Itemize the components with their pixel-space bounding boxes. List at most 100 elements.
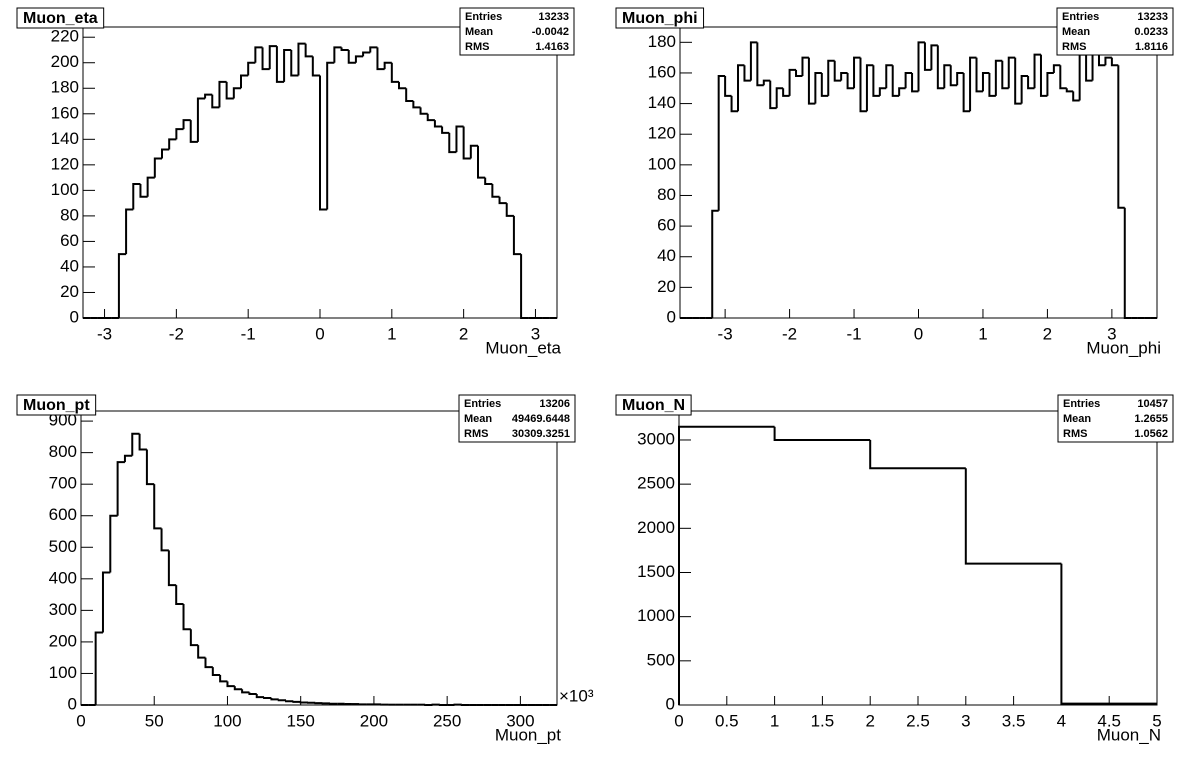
histogram-bin	[101, 571, 111, 633]
histogram-bin	[270, 698, 279, 701]
histogram-bin	[820, 72, 829, 97]
histogram-bin	[788, 68, 797, 96]
histogram-bin	[254, 46, 263, 63]
histogram-bin	[1117, 65, 1125, 209]
y-tick-label: 80	[657, 185, 676, 204]
y-tick-label: 220	[51, 27, 79, 46]
histogram-bin	[211, 94, 220, 109]
y-tick-label: 180	[648, 32, 676, 51]
title-box	[16, 7, 105, 29]
histogram-bin	[204, 93, 213, 99]
stats-box	[1056, 7, 1174, 56]
histogram-bin	[904, 71, 913, 89]
y-tick-label: 700	[49, 474, 77, 493]
y-tick-label: 0	[667, 307, 676, 326]
stats-box	[458, 394, 576, 443]
stats-value: -0.0042	[532, 26, 569, 38]
histogram-bin	[390, 62, 399, 83]
y-tick-label: 200	[49, 631, 77, 650]
histogram-bin	[196, 97, 206, 142]
histogram-bin	[311, 56, 320, 77]
histogram-bin	[878, 87, 887, 96]
histogram-bin	[168, 138, 177, 150]
y-tick-label: 60	[657, 216, 676, 235]
histogram-bin	[869, 439, 966, 470]
plot-frame	[80, 410, 558, 706]
y-tick-label: 100	[49, 663, 77, 682]
stats-value: 13233	[538, 11, 569, 23]
histogram-bin	[398, 81, 407, 90]
chart-title: Muon_pt	[23, 397, 90, 414]
x-tick-label: 2	[865, 711, 874, 730]
histogram-bin	[782, 88, 790, 97]
y-tick-label: 140	[51, 129, 79, 148]
histogram-bin	[730, 95, 739, 113]
x-tick-label: 100	[213, 711, 241, 730]
histogram-bin	[898, 87, 906, 96]
histogram-bin	[1027, 76, 1035, 90]
histogram-bin	[441, 126, 450, 134]
histogram-bin	[969, 56, 977, 112]
stats-value: 1.4163	[535, 41, 569, 53]
histogram-bin	[383, 61, 392, 70]
x-tick-label: 200	[360, 711, 388, 730]
stats-label: Mean	[464, 413, 492, 425]
y-tick-label: 2500	[637, 474, 675, 493]
histogram-bin	[233, 686, 243, 691]
histogram-bin	[846, 72, 855, 90]
histogram-bin	[347, 49, 356, 64]
stats-label: Entries	[1063, 398, 1100, 410]
histogram-bin	[182, 119, 191, 130]
histogram-bin	[426, 113, 435, 122]
histogram-bin	[248, 692, 257, 695]
histogram-bin	[226, 681, 235, 688]
histogram-bin	[167, 550, 177, 587]
histogram-bin	[853, 56, 861, 89]
histogram-bin	[109, 514, 118, 573]
x-tick-label: 3	[531, 324, 540, 343]
histogram-bin	[292, 700, 301, 703]
y-tick-label: 1500	[637, 562, 675, 581]
histogram-bin	[807, 57, 816, 105]
stats-label: RMS	[465, 41, 489, 53]
y-tick-label: 40	[60, 256, 79, 275]
x-tick-label: 4	[1057, 711, 1066, 730]
chart-title: Muon_N	[622, 397, 685, 414]
y-tick-label: 600	[49, 505, 77, 524]
title-box	[16, 394, 97, 416]
histogram-bin	[975, 57, 983, 93]
y-tick-label: 120	[51, 154, 79, 173]
histogram-bin	[299, 701, 309, 704]
histogram-bin	[455, 125, 464, 153]
histogram-bin	[376, 47, 385, 71]
x-tick-label: 1.5	[811, 711, 835, 730]
histogram-bin	[769, 80, 777, 110]
histogram-bin	[737, 64, 745, 112]
histogram-bin	[923, 42, 932, 71]
y-tick-label: 2000	[637, 518, 675, 537]
histogram-bin	[743, 65, 751, 82]
y-tick-label: 0	[68, 694, 77, 713]
y-tick-label: 300	[49, 600, 77, 619]
stats-value: 1.2655	[1134, 413, 1168, 425]
histogram-bin	[505, 203, 514, 217]
histogram-bin	[419, 107, 428, 115]
histogram-bin	[189, 629, 199, 647]
stats-label: Entries	[464, 398, 501, 410]
y-tick-label: 160	[648, 62, 676, 81]
x-tick-label: 300	[506, 711, 534, 730]
histogram-bin	[354, 55, 364, 63]
histogram-bin	[762, 79, 771, 86]
histogram-bin	[204, 657, 213, 669]
chart-title: Muon_eta	[23, 10, 98, 27]
x-tick-label: -1	[241, 324, 256, 343]
stats-label: RMS	[1062, 41, 1086, 53]
x-tick-label: 1	[387, 324, 396, 343]
histogram-bin	[412, 101, 421, 109]
x-tick-label: 2	[1043, 324, 1052, 343]
histogram-bin	[943, 64, 951, 89]
histogram-bin	[840, 71, 848, 81]
histogram-bin	[405, 88, 414, 103]
x-tick-label: 0	[674, 711, 683, 730]
y-tick-label: 0	[70, 307, 79, 326]
